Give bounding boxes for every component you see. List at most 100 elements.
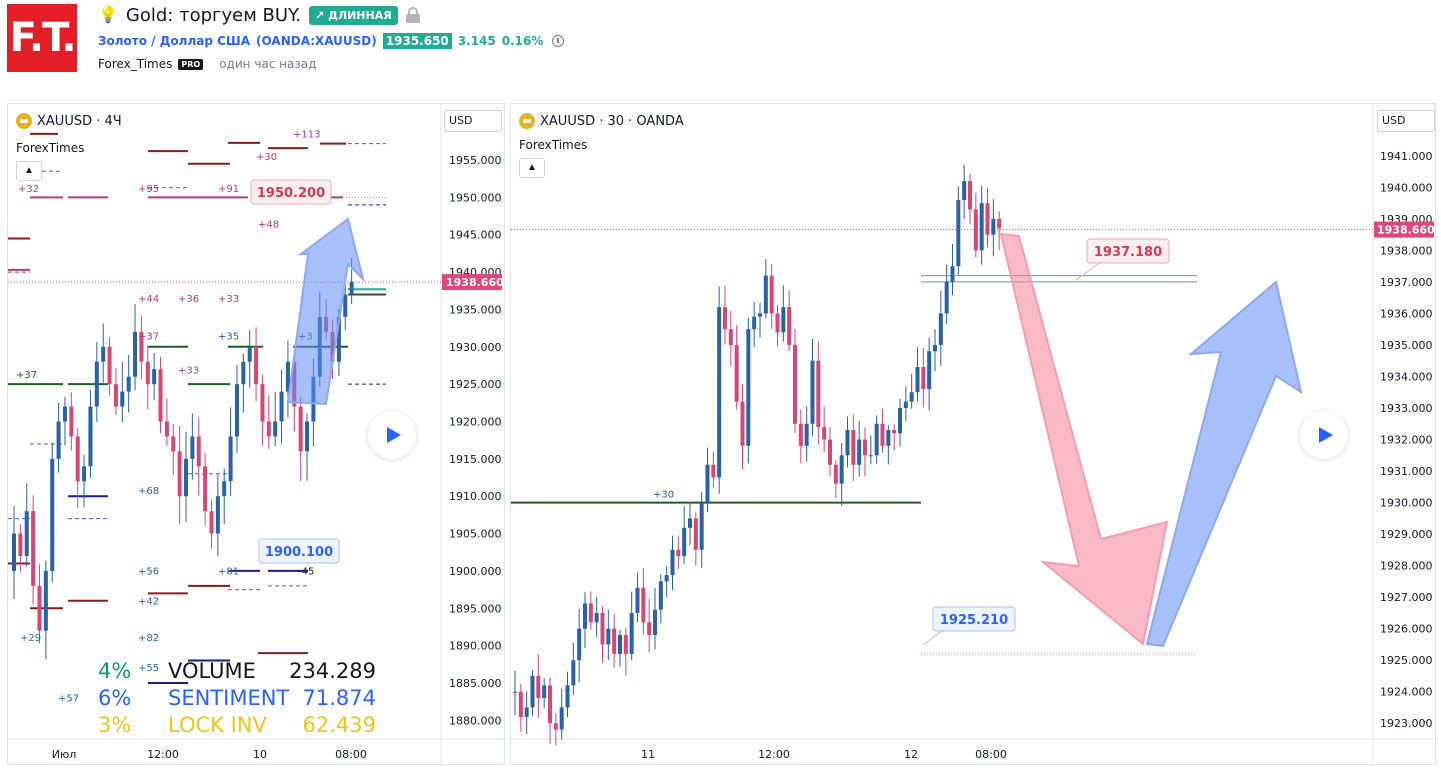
candle-body bbox=[203, 466, 208, 512]
trend-arrow-up bbox=[1145, 280, 1303, 648]
currency-button-right[interactable]: USD bbox=[1377, 110, 1435, 132]
candle-body bbox=[273, 421, 278, 437]
lock-icon bbox=[405, 7, 420, 23]
y-tick-label: 1936.000 bbox=[1380, 307, 1433, 320]
collapse-button-right[interactable]: ▲ bbox=[519, 158, 545, 178]
level-label: +91 bbox=[218, 184, 239, 195]
idea-header: F.T. 💡 Gold: торгуем BUY. ↗ ДЛИННАЯ Золо… bbox=[0, 0, 1441, 100]
play-button-left[interactable] bbox=[368, 411, 416, 459]
currency-button-left[interactable]: USD bbox=[444, 110, 502, 132]
author-name[interactable]: Forex_Times bbox=[98, 57, 173, 71]
candle-body bbox=[769, 275, 774, 314]
candle-body bbox=[158, 369, 163, 422]
stat-pct: 3% bbox=[98, 713, 131, 737]
symbol-code-link[interactable]: (OANDA:XAUUSD) bbox=[256, 34, 377, 48]
candle-body bbox=[120, 391, 125, 407]
y-tick-label: 1935.000 bbox=[449, 303, 502, 316]
candle-body bbox=[190, 436, 195, 459]
pro-badge: PRO bbox=[178, 58, 204, 70]
y-tick-label: 1934.000 bbox=[1380, 370, 1433, 383]
chart-right-title-text: XAUUSD · 30 · OANDA bbox=[540, 113, 684, 129]
y-tick-label: 1931.000 bbox=[1380, 465, 1433, 478]
play-button-right[interactable] bbox=[1300, 411, 1348, 459]
candle-body bbox=[518, 691, 523, 717]
stat-value: 62.439 bbox=[303, 713, 376, 737]
stat-value: 234.289 bbox=[289, 659, 376, 683]
author-logo[interactable]: F.T. bbox=[7, 4, 77, 72]
collapse-button-left[interactable]: ▲ bbox=[16, 161, 42, 181]
chart-left-canvas[interactable]: 1960.0001955.0001950.0001945.0001940.000… bbox=[8, 104, 506, 766]
candle-body bbox=[69, 406, 74, 437]
y-tick-label: 1928.000 bbox=[1380, 560, 1433, 573]
candle-body bbox=[985, 203, 990, 235]
candle-body bbox=[298, 406, 303, 452]
y-tick-label: 1950.000 bbox=[449, 191, 502, 204]
chart-left-title-text: XAUUSD · 4Ч bbox=[37, 113, 122, 129]
callout-pointer bbox=[922, 629, 944, 646]
candle-body bbox=[612, 628, 617, 654]
candle-body bbox=[126, 376, 131, 392]
candle-body bbox=[740, 401, 745, 446]
candle-body bbox=[641, 587, 646, 623]
target-low-label: 1900.100 bbox=[265, 545, 333, 560]
x-tick-label: 08:00 bbox=[975, 748, 1007, 761]
level-label: +35 bbox=[218, 331, 239, 342]
candle-body bbox=[228, 436, 233, 482]
target-low-callout bbox=[258, 538, 340, 564]
candle-body bbox=[863, 439, 867, 456]
candle-body bbox=[583, 603, 587, 629]
y-tick-label: 1885.000 bbox=[449, 677, 502, 690]
trend-arrow-up bbox=[286, 217, 365, 406]
candle-body bbox=[56, 421, 61, 459]
symbol-link[interactable]: Золото / Доллар США bbox=[98, 34, 251, 48]
candle-body bbox=[968, 181, 972, 210]
level-label: +48 bbox=[258, 219, 279, 230]
candle-body bbox=[196, 436, 201, 467]
candle-body bbox=[723, 307, 727, 330]
candle-body bbox=[781, 307, 786, 333]
stat-label: SENTIMENT bbox=[168, 686, 289, 710]
candle-body bbox=[101, 346, 106, 362]
candle-body bbox=[991, 218, 996, 235]
candle-body bbox=[349, 281, 354, 295]
candle-body bbox=[618, 634, 622, 654]
y-tick-label: 1932.000 bbox=[1380, 434, 1433, 447]
candle-body bbox=[536, 675, 541, 699]
current-price-label: 1938.660 bbox=[1377, 224, 1435, 237]
current-price-label: 1938.660 bbox=[446, 276, 504, 289]
level-label: +44 bbox=[138, 294, 159, 305]
long-badge: ↗ ДЛИННАЯ bbox=[309, 5, 398, 25]
chart-panel-right: 1942.0001941.0001940.0001939.0001938.000… bbox=[510, 103, 1437, 766]
y-tick-label: 1910.000 bbox=[449, 490, 502, 503]
candle-body bbox=[305, 421, 310, 452]
title-row: 💡 Gold: торгуем BUY. ↗ ДЛИННАЯ bbox=[98, 4, 420, 26]
candle-body bbox=[75, 436, 80, 482]
target-high-callout bbox=[1086, 238, 1170, 264]
price-tag: 1935.650 bbox=[382, 33, 452, 49]
chart-right-canvas[interactable]: 1942.0001941.0001940.0001939.0001938.000… bbox=[511, 104, 1437, 766]
gold-coin-icon bbox=[16, 113, 32, 129]
y-tick-label: 1890.000 bbox=[449, 640, 502, 653]
stat-pct: 4% bbox=[98, 659, 131, 683]
y-tick-label: 1905.000 bbox=[449, 528, 502, 541]
price-change-pct: 0.16% bbox=[501, 34, 544, 48]
candle-body bbox=[728, 329, 733, 345]
level-label: +42 bbox=[138, 597, 159, 608]
candle-body bbox=[88, 406, 93, 467]
y-tick-label: 1940.000 bbox=[1380, 181, 1433, 194]
candle-body bbox=[828, 439, 832, 465]
level-label: +32 bbox=[18, 184, 39, 195]
y-tick-label: 1880.000 bbox=[449, 714, 502, 727]
level-label: +30 bbox=[256, 152, 277, 163]
candle-body bbox=[699, 502, 704, 550]
candle-body bbox=[717, 307, 722, 478]
candle-body bbox=[933, 344, 937, 352]
level-label: +56 bbox=[138, 567, 159, 578]
alarm-clock-icon[interactable] bbox=[549, 32, 567, 50]
y-tick-label: 1915.000 bbox=[449, 453, 502, 466]
candle-body bbox=[763, 275, 768, 314]
y-tick-label: 1937.000 bbox=[1380, 276, 1433, 289]
candle-body bbox=[979, 203, 984, 251]
candle-body bbox=[892, 430, 897, 434]
level-label: +33 bbox=[60, 104, 81, 107]
